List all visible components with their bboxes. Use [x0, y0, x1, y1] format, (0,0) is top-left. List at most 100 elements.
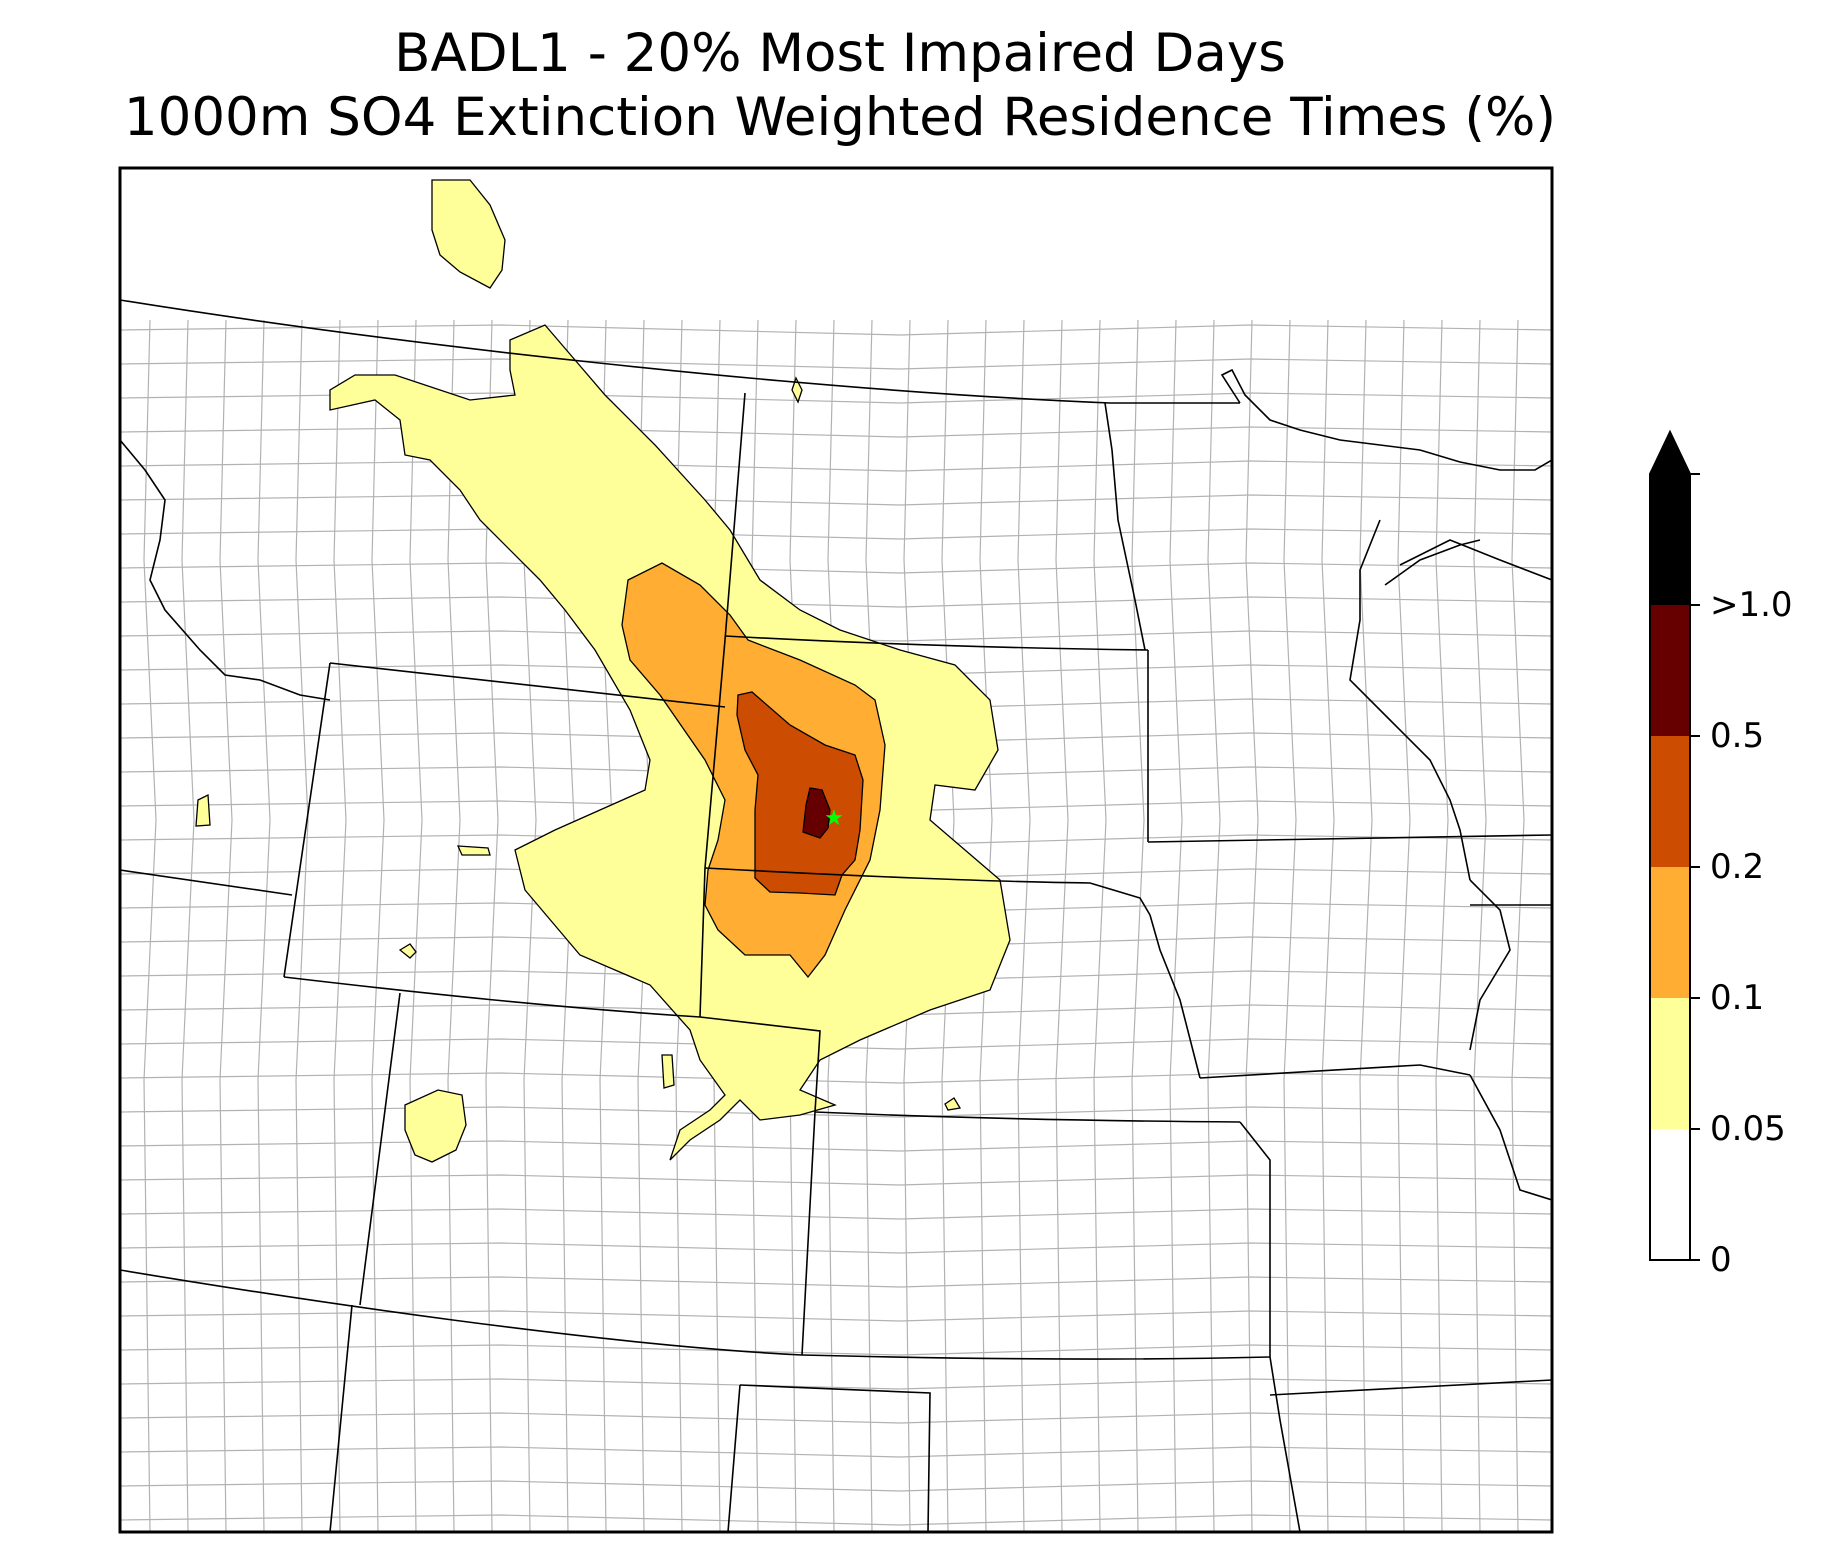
state-border-co-south	[120, 1269, 803, 1356]
county-border	[333, 319, 347, 1532]
map-title-line-1: BADL1 - 20% Most Impaired Days	[394, 23, 1286, 84]
county-border	[1321, 319, 1335, 1532]
county-border	[941, 319, 955, 1532]
county-border	[120, 1310, 1552, 1322]
colorbar-tick-label: 0	[1710, 1240, 1732, 1280]
state-border-mo-ar	[1269, 1379, 1552, 1396]
county-border	[979, 319, 993, 1532]
county-border	[1093, 319, 1107, 1532]
state-border-ok-ne	[1269, 1356, 1301, 1532]
state-border-id-wy	[120, 869, 293, 896]
colorbar-segment	[1650, 474, 1690, 605]
state-border-wy-sd	[699, 639, 726, 1018]
county-border	[295, 319, 309, 1532]
contour-0.5-1.0	[802, 787, 831, 839]
county-border	[1359, 319, 1373, 1532]
contour-0.05-0.1	[456, 845, 491, 856]
county-border	[120, 1072, 1552, 1084]
county-border	[120, 358, 1552, 370]
county-border	[143, 319, 157, 1532]
colorbar-tick-label: 0.1	[1710, 978, 1765, 1018]
county-border	[120, 1378, 1552, 1390]
county-border	[371, 319, 385, 1532]
county-border	[120, 1208, 1552, 1220]
county-border	[120, 1038, 1552, 1050]
state-border-mn-ia	[1147, 834, 1552, 843]
state-border-ks-south	[801, 1354, 1271, 1360]
site-star-icon: ★	[824, 806, 844, 831]
state-border-mn-wi	[1349, 519, 1471, 881]
state-border-mt-wy	[329, 662, 726, 708]
county-border	[120, 1480, 1552, 1492]
county-border	[120, 596, 1552, 608]
state-border-nm	[329, 1304, 353, 1532]
county-border	[120, 460, 1552, 472]
county-border	[120, 426, 1552, 438]
county-border	[120, 1242, 1552, 1254]
county-border	[120, 1412, 1552, 1424]
contour-0.05-0.1	[329, 324, 1011, 1161]
county-border	[120, 1344, 1552, 1356]
contour-0.05-0.1	[404, 1089, 467, 1163]
state-border-co-ks	[801, 1111, 816, 1356]
contour-0.05-0.1	[398, 943, 417, 959]
colorbar-segment	[1650, 605, 1690, 736]
map-title-line-2: 1000m SO4 Extinction Weighted Residence …	[123, 87, 1557, 148]
state-border-mt-nd	[724, 392, 746, 641]
map-title: BADL1 - 20% Most Impaired Days 1000m SO4…	[0, 22, 1680, 150]
county-border	[1017, 319, 1031, 1532]
colorbar	[1649, 429, 1700, 1261]
state-border-ia-ne	[1149, 914, 1201, 1079]
state-border-ok-west	[727, 1384, 741, 1532]
state-border-ne-ks	[814, 1111, 1241, 1123]
county-border	[120, 1446, 1552, 1458]
county-border	[1245, 319, 1259, 1532]
county-border	[120, 528, 1552, 540]
county-border	[181, 319, 195, 1532]
county-border	[1397, 319, 1411, 1532]
colorbar-tick-label: 0.05	[1710, 1109, 1786, 1149]
contour-0.05-0.1	[661, 1054, 675, 1089]
county-border	[257, 319, 271, 1532]
state-borders	[120, 299, 1552, 1532]
county-border	[120, 562, 1552, 574]
state-border-nd-sd	[724, 635, 1149, 651]
county-border	[1055, 319, 1069, 1532]
county-border	[120, 494, 1552, 506]
colorbar-segment	[1650, 1129, 1690, 1260]
map-area: ★	[120, 168, 1552, 1532]
contour-0.05-0.1	[791, 376, 803, 404]
state-border-id-mt	[120, 439, 331, 701]
contour-0.05-0.1	[195, 793, 211, 827]
state-border-ne-co	[699, 1016, 821, 1113]
colorbar-tick-label: 0.5	[1710, 716, 1765, 756]
county-border	[1283, 319, 1297, 1532]
county-border	[1473, 319, 1487, 1532]
county-border	[120, 630, 1552, 642]
county-border	[1207, 319, 1221, 1532]
county-border	[409, 319, 423, 1532]
map-frame	[118, 166, 1554, 1534]
state-border-mo-il	[1469, 1074, 1552, 1201]
county-border	[120, 1514, 1552, 1526]
county-border	[1511, 319, 1525, 1532]
contour-0.2-0.5	[736, 691, 864, 896]
state-border-wi-mi	[1399, 539, 1552, 581]
colorbar-segment	[1650, 998, 1690, 1129]
county-border	[120, 324, 1552, 336]
county-border	[120, 1276, 1552, 1288]
county-border	[1131, 319, 1145, 1532]
canada-border-east	[1220, 368, 1552, 471]
colorbar-segment	[1650, 736, 1690, 867]
canada-border	[120, 299, 1240, 404]
colorbar-tick-label: 0.2	[1710, 847, 1765, 887]
county-border	[120, 1174, 1552, 1186]
state-border-mo-ks	[1239, 1121, 1271, 1357]
state-border-wy-south	[283, 976, 701, 1018]
county-borders	[120, 319, 1552, 1532]
county-border	[120, 1106, 1552, 1118]
state-border-wy-west	[283, 662, 331, 978]
contour-0.05-0.1	[944, 1097, 962, 1111]
colorbar-tick-label: >1.0	[1710, 585, 1793, 625]
